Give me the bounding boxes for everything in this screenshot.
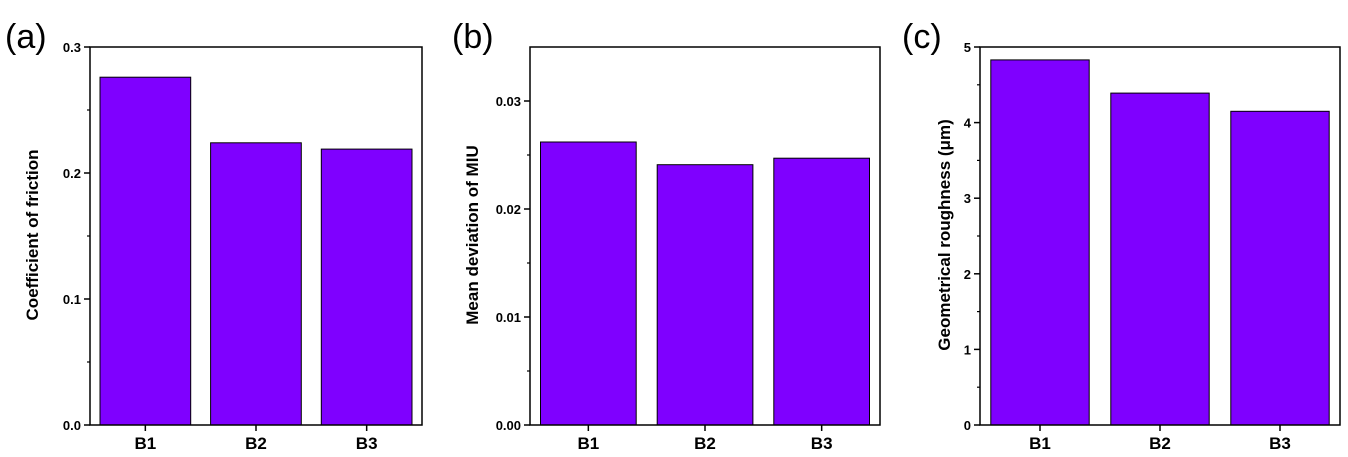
x-tick-label-b-b1: B1 xyxy=(577,434,599,453)
chart-panel-a: (a) B1 B2 B3 0.0 0.1 0.2 0.3 Coefficient of fr… xyxy=(5,18,422,453)
plot-area-c: B1 B2 B3 0 1 2 3 4 5 xyxy=(964,40,1340,453)
x-tick-label-c-b2: B2 xyxy=(1149,434,1171,453)
y-axis-title-c: Geometrical roughness (μm) xyxy=(935,119,954,350)
y-tick-label-a-2: 0.2 xyxy=(63,166,81,181)
y-tick-label-c-5: 5 xyxy=(964,40,971,55)
bar-b-b2 xyxy=(657,165,753,425)
chart-panel-b: (b) B1 B2 B3 0.00 0.01 0.02 0.03 Mean deviatio… xyxy=(452,18,880,453)
chart-panel-c: (c) B1 B2 B3 0 1 2 3 4 5 Geometrical roughness (… xyxy=(902,18,1340,453)
bar-c-b3 xyxy=(1231,111,1329,425)
y-axis-title-a: Coefficient of friction xyxy=(23,150,42,321)
x-tick-label-a-b2: B2 xyxy=(245,434,267,453)
y-axis-title-b: Mean deviation of MIU xyxy=(463,145,482,324)
panel-letter-c: (c) xyxy=(902,18,942,56)
x-tick-label-c-b1: B1 xyxy=(1029,434,1051,453)
x-tick-label-a-b3: B3 xyxy=(356,434,378,453)
y-tick-label-c-3: 3 xyxy=(964,191,971,206)
y-tick-label-c-1: 1 xyxy=(964,342,971,357)
bar-a-b1 xyxy=(100,77,191,425)
y-tick-label-a-3: 0.3 xyxy=(63,40,81,55)
bar-a-b3 xyxy=(321,149,412,425)
x-tick-label-b-b2: B2 xyxy=(694,434,716,453)
y-tick-label-a-1: 0.1 xyxy=(63,292,81,307)
y-tick-label-c-2: 2 xyxy=(964,267,971,282)
x-tick-label-a-b1: B1 xyxy=(134,434,156,453)
x-tick-label-c-b3: B3 xyxy=(1269,434,1291,453)
panel-letter-a: (a) xyxy=(5,18,47,56)
x-tick-label-b-b3: B3 xyxy=(811,434,833,453)
y-tick-label-b-1: 0.01 xyxy=(496,310,521,325)
panel-letter-b: (b) xyxy=(452,18,494,56)
y-tick-label-b-2: 0.02 xyxy=(496,202,521,217)
bar-c-b1 xyxy=(991,60,1089,425)
y-tick-label-b-0: 0.00 xyxy=(496,418,521,433)
plot-area-a: B1 B2 B3 0.0 0.1 0.2 0.3 xyxy=(63,40,422,453)
bar-b-b1 xyxy=(541,142,637,425)
plot-area-b: B1 B2 B3 0.00 0.01 0.02 0.03 xyxy=(496,47,880,453)
bar-c-b2 xyxy=(1111,93,1209,425)
y-tick-label-a-0: 0.0 xyxy=(63,418,81,433)
y-tick-label-c-0: 0 xyxy=(964,418,971,433)
bar-b-b3 xyxy=(774,158,870,425)
y-tick-label-c-4: 4 xyxy=(964,116,972,131)
bar-a-b2 xyxy=(211,143,302,425)
y-tick-label-b-3: 0.03 xyxy=(496,94,521,109)
